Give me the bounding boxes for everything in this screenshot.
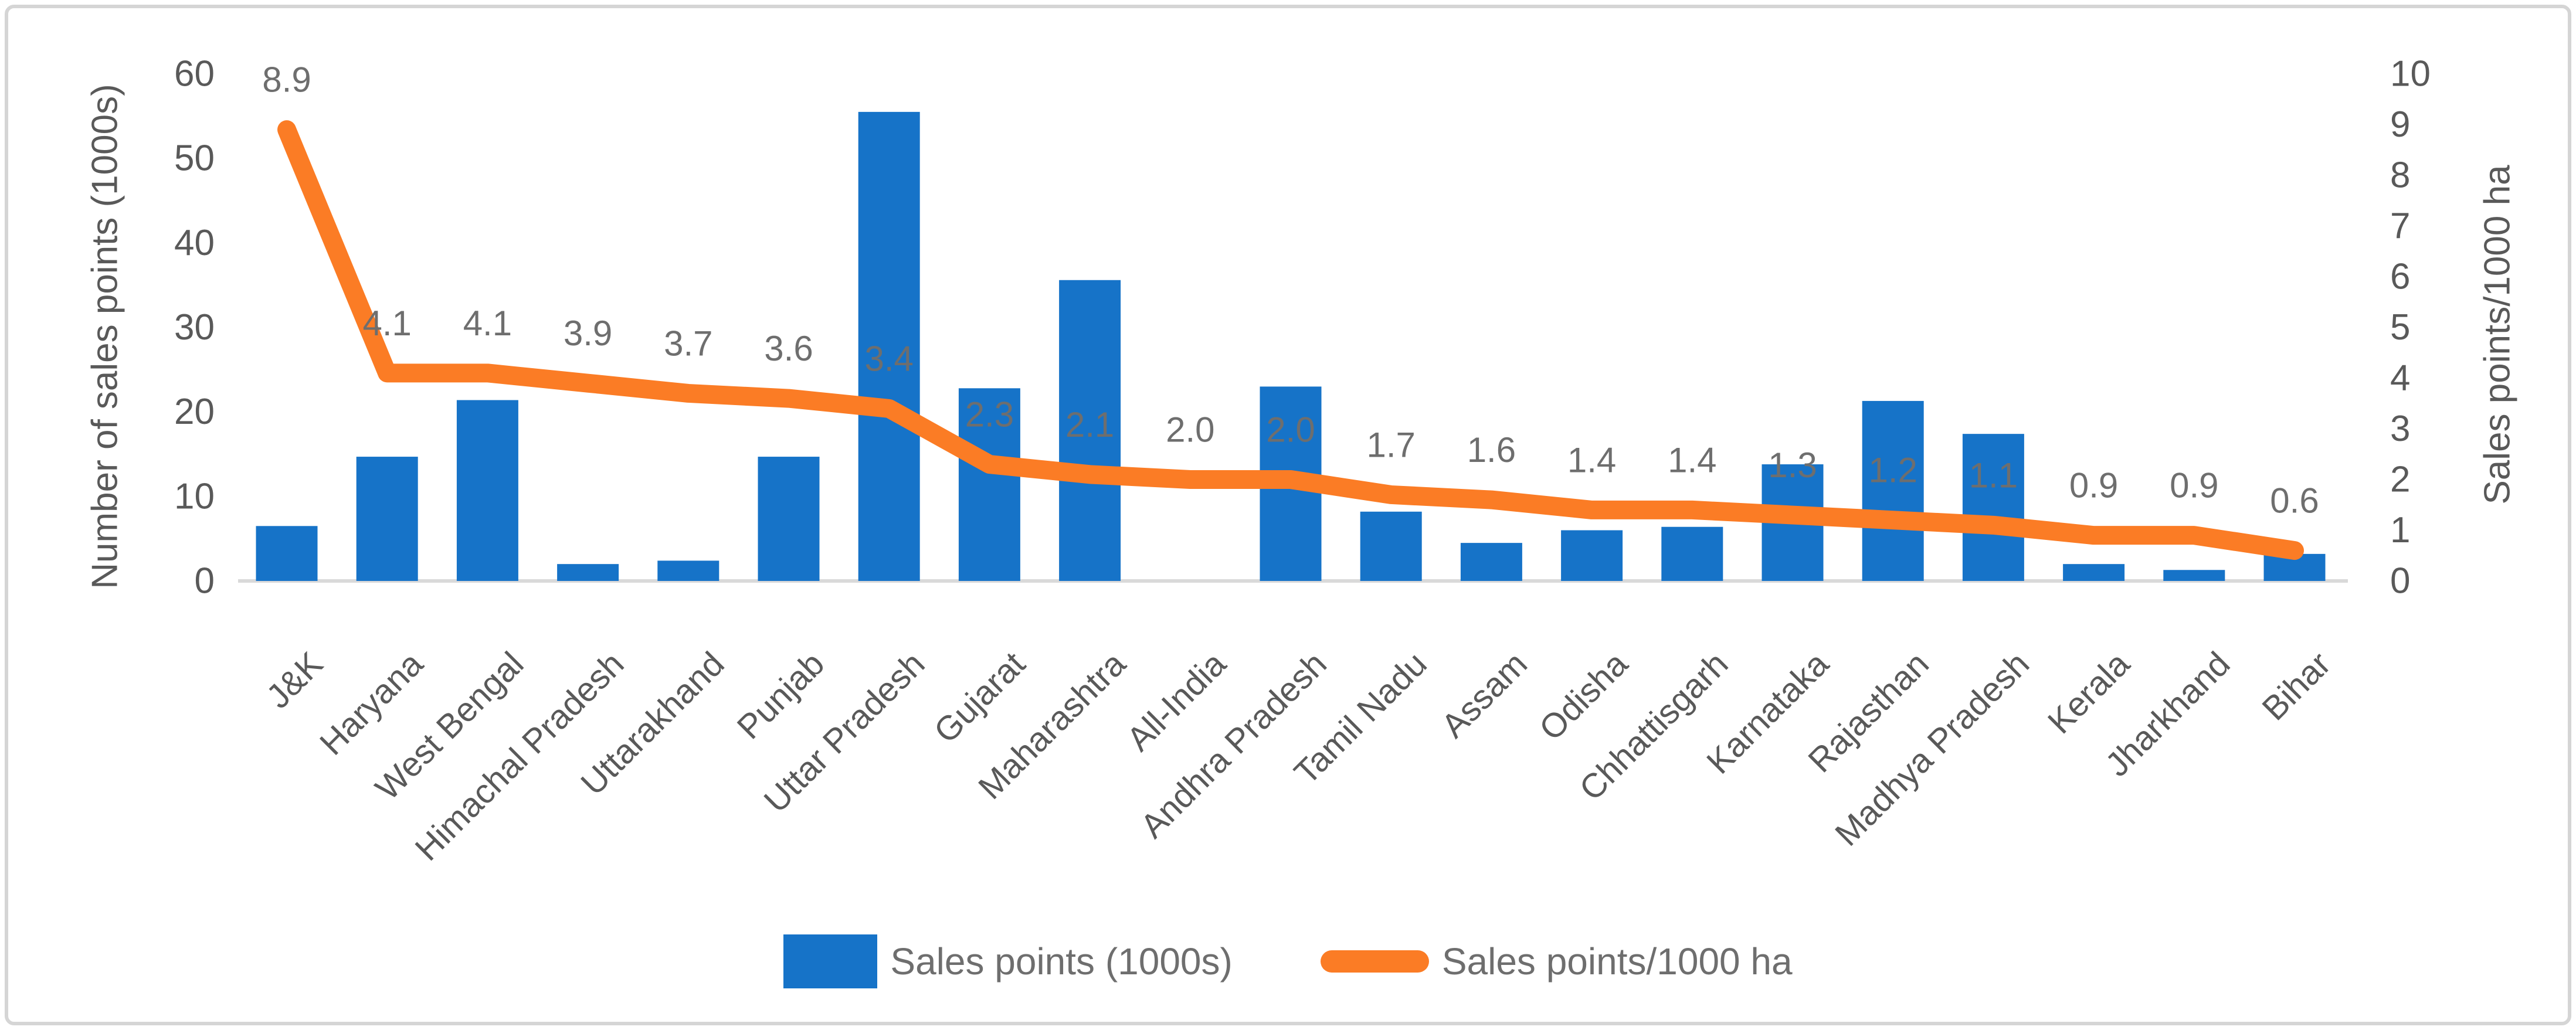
- right-axis-tick: 7: [2390, 206, 2410, 246]
- left-axis-tick: 30: [174, 307, 215, 348]
- legend-label-bars: Sales points (1000s): [890, 940, 1233, 983]
- data-label-Odisha: 1.4: [1567, 440, 1616, 480]
- left-axis-tick: 60: [174, 54, 215, 94]
- bar-Tamil Nadu: [1360, 511, 1422, 581]
- right-axis-tick: 9: [2390, 104, 2410, 145]
- right-axis-tick: 2: [2390, 460, 2410, 500]
- bar-Haryana: [356, 457, 418, 581]
- right-axis-tick: 1: [2390, 510, 2410, 550]
- legend-item-line: Sales points/1000 ha: [1320, 940, 1793, 983]
- data-label-Gujarat: 2.3: [965, 395, 1014, 434]
- bar-J&K: [256, 526, 318, 581]
- bar-Kerala: [2063, 564, 2125, 581]
- data-label-Chhattisgarh: 1.4: [1668, 440, 1716, 480]
- bar-Punjab: [758, 457, 820, 581]
- bar-Assam: [1460, 543, 1522, 581]
- data-label-Himachal Pradesh: 3.9: [564, 314, 612, 353]
- right-axis-tick: 4: [2390, 358, 2410, 399]
- bar-Rajasthan: [1862, 400, 1924, 581]
- bar-West Bengal: [456, 400, 518, 581]
- legend-item-bars: Sales points (1000s): [783, 934, 1233, 988]
- data-label-Uttarakhand: 3.7: [664, 324, 712, 363]
- right-axis-tick: 10: [2390, 54, 2431, 94]
- bar-Maharashtra: [1059, 280, 1121, 581]
- right-axis-tick: 0: [2390, 561, 2410, 601]
- right-axis-tick: 8: [2390, 155, 2410, 196]
- data-label-Madhya Pradesh: 1.1: [1969, 455, 2018, 495]
- bar-Madhya Pradesh: [1962, 434, 2024, 581]
- data-label-West Bengal: 4.1: [463, 304, 512, 343]
- left-axis-tick: 20: [174, 392, 215, 432]
- right-axis-tick: 5: [2390, 307, 2410, 348]
- data-label-Punjab: 3.6: [764, 329, 813, 368]
- bar-series-swatch: [783, 934, 878, 988]
- left-axis-tick: 0: [195, 561, 215, 601]
- data-label-Andhra Pradesh: 2.0: [1266, 410, 1315, 450]
- bar-Uttar Pradesh: [858, 111, 920, 581]
- legend-label-line: Sales points/1000 ha: [1441, 940, 1793, 983]
- chart-frame: 0 10 20 30 40 50 60 0 1 2 3 4 5 6 7 8 9 10 8.9 4.1 4.1 3.9 3.7…: [5, 5, 2571, 1025]
- left-axis-tick: 10: [174, 476, 215, 516]
- data-label-Uttar Pradesh: 3.4: [864, 339, 913, 378]
- bar-Himachal Pradesh: [557, 564, 619, 581]
- combo-chart-plot: 0 10 20 30 40 50 60 0 1 2 3 4 5 6 7 8 9 10 8.9 4.1 4.1 3.9 3.7…: [174, 54, 2431, 601]
- data-label-Jharkhand: 0.9: [2170, 466, 2218, 505]
- right-axis-title: Sales points/1000 ha: [2477, 165, 2518, 505]
- data-label-Maharashtra: 2.1: [1065, 405, 1114, 444]
- right-axis-tick: 6: [2390, 257, 2410, 297]
- legend: Sales points (1000s) Sales points/1000 h…: [8, 934, 2568, 988]
- line-series: [277, 120, 2304, 560]
- data-label-Haryana: 4.1: [362, 304, 411, 343]
- data-label-Bihar: 0.6: [2270, 481, 2319, 521]
- data-label-Tamil Nadu: 1.7: [1366, 425, 1415, 464]
- data-label-Karnataka: 1.3: [1768, 446, 1817, 485]
- data-label-Assam: 1.6: [1467, 430, 1516, 470]
- data-label-J&K: 8.9: [262, 60, 311, 100]
- left-axis-tick: 50: [174, 138, 215, 179]
- data-label-All-India: 2.0: [1166, 410, 1214, 450]
- left-axis-tick: 40: [174, 223, 215, 263]
- bar-Uttarakhand: [657, 560, 719, 581]
- right-axis-tick: 3: [2390, 409, 2410, 449]
- data-label-Rajasthan: 1.2: [1868, 451, 1917, 490]
- bar-Gujarat: [958, 388, 1020, 581]
- bar-Jharkhand: [2163, 570, 2225, 581]
- bar-Chhattisgarh: [1661, 526, 1723, 581]
- data-label-Kerala: 0.9: [2069, 466, 2118, 505]
- bar-Odisha: [1561, 530, 1623, 581]
- line-series-swatch: [1320, 950, 1429, 973]
- left-axis-title: Number of sales points (1000s): [84, 84, 125, 589]
